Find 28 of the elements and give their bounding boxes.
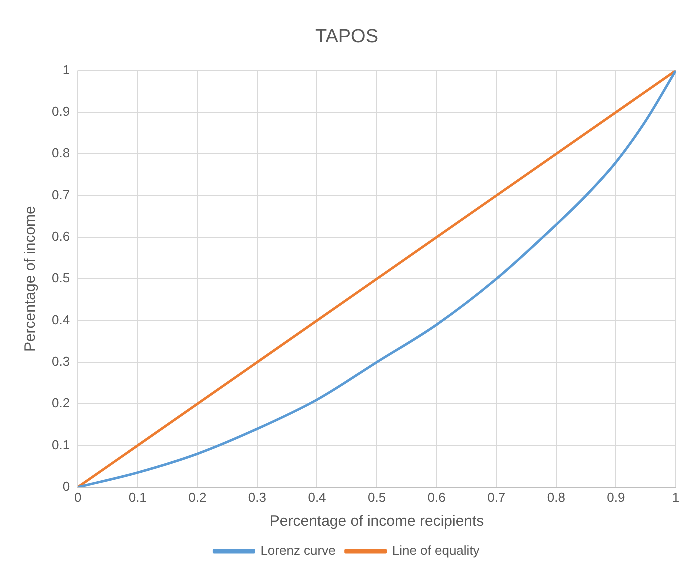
legend-label: Lorenz curve — [260, 543, 336, 558]
y-tick-label: 1 — [62, 62, 70, 78]
x-tick-label: 0.7 — [488, 490, 506, 505]
x-tick-label: 0.9 — [607, 490, 626, 505]
x-tick-label: 0.6 — [428, 490, 446, 505]
y-tick-label: 0.4 — [52, 312, 70, 328]
x-tick-label: 0.3 — [248, 490, 266, 505]
chart-title: TAPOS — [316, 26, 378, 48]
x-tick-label: 0.8 — [547, 490, 566, 505]
y-tick-label: 0.6 — [52, 229, 70, 244]
x-tick-label: 0.2 — [188, 490, 207, 505]
x-tick-label: 0.1 — [128, 490, 147, 505]
legend-label: Line of equality — [392, 543, 480, 558]
x-tick-label: 0.4 — [308, 490, 326, 505]
y-tick-label: 0.8 — [52, 146, 70, 161]
y-tick-label: 0 — [62, 478, 70, 494]
x-tick-label: 0.5 — [368, 490, 386, 505]
y-tick-label: 0.5 — [52, 270, 70, 286]
x-tick-label: 0 — [74, 490, 82, 505]
line-series — [78, 70, 676, 488]
y-tick-label: 0.2 — [52, 396, 70, 411]
y-tick-label: 0.9 — [52, 104, 70, 120]
x-axis-title: Percentage of income recipients — [270, 513, 484, 530]
y-tick-label: 0.1 — [52, 437, 70, 452]
x-tick-label: 1 — [672, 490, 680, 505]
y-axis-title: Percentage of income — [22, 206, 40, 352]
y-tick-label: 0.7 — [52, 187, 70, 202]
y-tick-label: 0.3 — [52, 354, 70, 369]
